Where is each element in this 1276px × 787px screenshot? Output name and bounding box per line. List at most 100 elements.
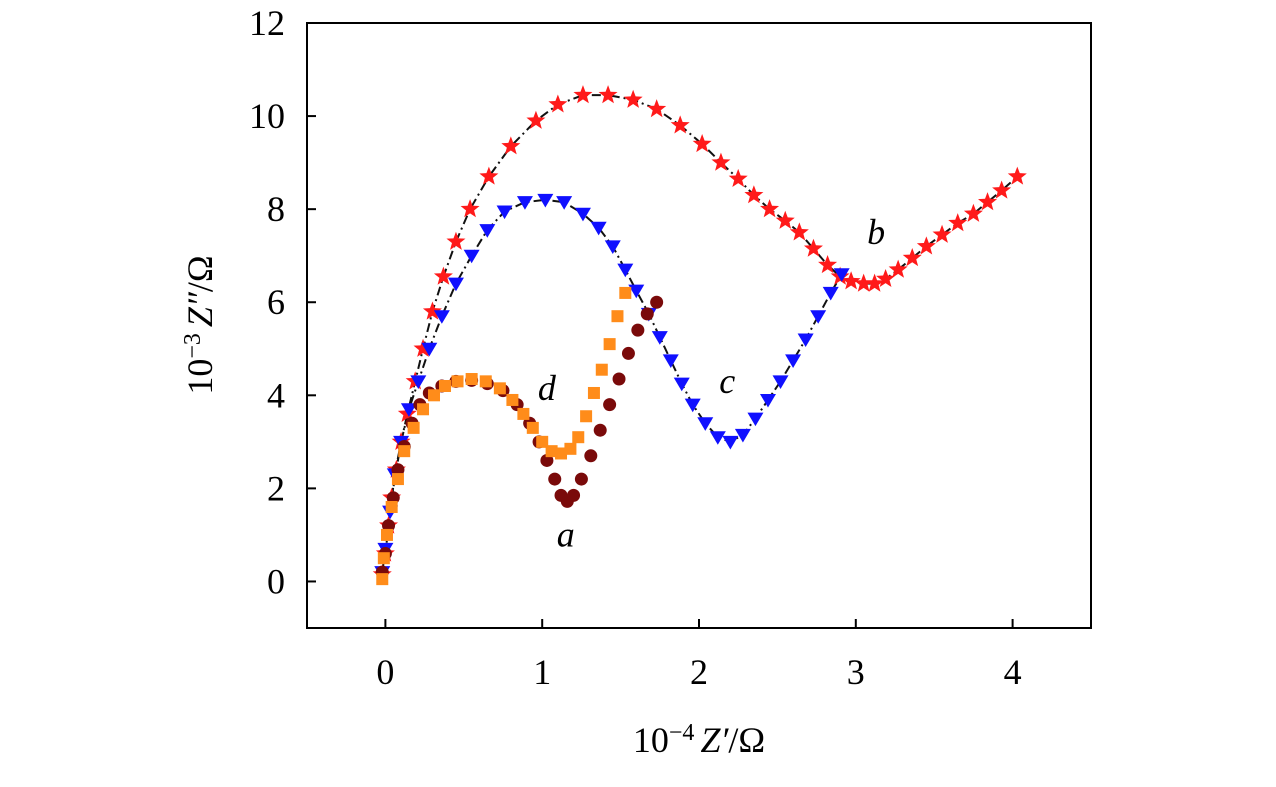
data-point-c [628, 284, 645, 299]
data-point-a [548, 472, 562, 486]
data-point-a [631, 323, 645, 337]
data-point-a [391, 463, 405, 477]
data-point-a [386, 491, 400, 505]
data-point-b [433, 266, 453, 285]
data-point-b [948, 213, 968, 232]
data-point-c [772, 375, 789, 389]
data-point-c [747, 412, 764, 427]
data-point-a [650, 295, 664, 309]
data-point-b [789, 222, 809, 241]
data-point-c [759, 393, 776, 408]
series-label-a: a [557, 515, 575, 555]
series-label-b: b [867, 212, 885, 252]
data-point-d [407, 421, 420, 434]
data-point-b [760, 199, 780, 218]
data-point-d [555, 447, 568, 460]
data-point-d [380, 528, 393, 541]
data-point-d [526, 421, 539, 434]
data-point-c [651, 331, 668, 345]
data-point-c [617, 263, 634, 278]
data-point-c [604, 240, 621, 254]
data-point-d [517, 407, 530, 420]
data-point-b [728, 168, 748, 187]
data-point-b [888, 259, 908, 278]
data-point-d [376, 573, 389, 586]
y-tick-label: 4 [267, 375, 285, 415]
data-point-c [822, 286, 839, 301]
data-point-c [574, 207, 591, 222]
data-point-b [916, 236, 936, 255]
data-point-b [670, 115, 690, 134]
data-point-b [865, 273, 885, 292]
data-point-b [711, 152, 731, 171]
data-point-a [567, 488, 581, 502]
series-label-c: c [719, 361, 735, 401]
data-point-c [684, 398, 701, 413]
data-point-d [385, 501, 398, 513]
data-point-d [587, 386, 600, 399]
data-point-c [516, 196, 533, 210]
data-point-a [574, 472, 588, 486]
fit-line-b [381, 94, 1018, 575]
data-point-c [590, 221, 607, 236]
data-point-b [841, 271, 861, 290]
data-point-b [902, 248, 922, 267]
data-point-d [603, 338, 616, 351]
data-point-b [978, 192, 998, 211]
data-point-b [876, 268, 896, 288]
data-point-c [537, 193, 554, 208]
data-point-c [797, 333, 814, 348]
data-point-b [932, 224, 952, 243]
data-point-b [692, 134, 712, 153]
data-point-c [479, 224, 496, 238]
data-point-d [619, 286, 632, 299]
y-axis-title: 10−3Z″/Ω [180, 255, 220, 394]
data-point-d [611, 310, 624, 323]
y-tick-label: 0 [267, 561, 285, 601]
data-point-b [818, 255, 838, 274]
data-point-c [433, 310, 450, 324]
data-point-b [623, 89, 643, 108]
data-point-c [697, 417, 714, 431]
data-point-c [709, 431, 726, 445]
data-point-d [377, 552, 390, 565]
fit-lines [381, 94, 1018, 575]
data-point-c [662, 354, 679, 369]
data-point-a [584, 449, 598, 463]
data-point-d [493, 382, 506, 395]
data-point-d [572, 431, 585, 444]
data-point-d [580, 410, 593, 423]
data-point-c [463, 249, 480, 264]
data-point-d [417, 403, 430, 416]
data-point-d [428, 389, 441, 402]
data-markers [372, 85, 1027, 586]
data-point-d [451, 375, 464, 388]
y-tick-label: 6 [267, 282, 285, 322]
data-point-b [992, 180, 1012, 199]
data-point-b [413, 338, 433, 357]
data-point-c [722, 435, 739, 450]
data-point-d [564, 442, 577, 455]
data-point-a [603, 398, 617, 412]
data-point-a [593, 423, 607, 437]
data-point-a [640, 307, 654, 321]
data-point-b [775, 210, 795, 229]
data-point-c [496, 205, 513, 220]
series-d [376, 286, 632, 586]
data-point-c [400, 403, 417, 417]
x-axis-title: 10−4 Z′/Ω [633, 720, 765, 760]
data-point-a [621, 346, 635, 360]
data-point-b [963, 203, 983, 222]
data-point-b [501, 136, 521, 155]
data-point-c [673, 377, 690, 392]
data-point-d [479, 375, 492, 388]
series-labels: b c a d [538, 212, 885, 555]
data-point-a [540, 453, 554, 467]
data-point-c [810, 310, 827, 324]
series-label-d: d [538, 368, 557, 408]
data-point-c [447, 277, 464, 292]
y-tick-label: 10 [249, 96, 285, 136]
x-tick-label: 0 [376, 652, 394, 692]
